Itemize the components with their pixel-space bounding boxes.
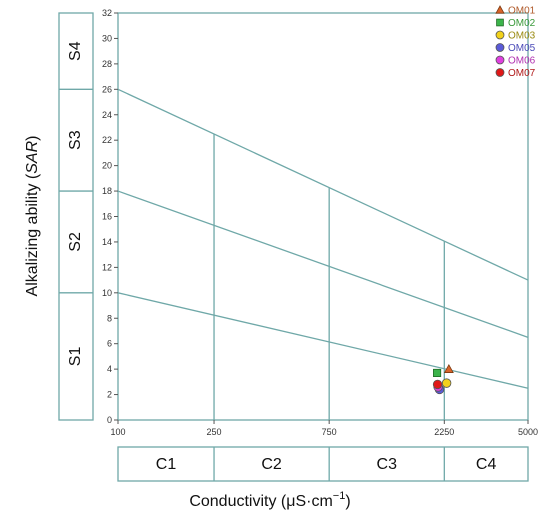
sar-class-line <box>117 190 529 338</box>
sodium-class-label: S2 <box>67 232 84 252</box>
y-tick-label: 10 <box>102 288 112 298</box>
class-lines <box>117 88 529 420</box>
sodium-class-label: S3 <box>67 130 84 150</box>
x-tick-label: 100 <box>110 427 125 437</box>
y-tick-label: 18 <box>102 186 112 196</box>
y-tick-label: 2 <box>107 390 112 400</box>
data-point <box>441 378 452 388</box>
legend-marker <box>496 18 504 27</box>
x-tick-label: 2250 <box>434 427 454 437</box>
salinity-class-label: C2 <box>261 456 282 473</box>
y-tick-label: 8 <box>107 313 112 323</box>
x-axis-ticks: 100 250 750 2250 5000 <box>110 420 538 437</box>
sar-class-line <box>117 88 529 281</box>
legend-label: OM01 <box>508 6 536 17</box>
legend-marker <box>495 43 505 52</box>
frames <box>117 12 529 421</box>
sodium-class-frame <box>58 12 94 421</box>
legend-label: OM05 <box>508 43 536 54</box>
y-tick-label: 30 <box>102 33 112 43</box>
salinity-class-frame <box>117 446 529 482</box>
y-tick-label: 0 <box>107 415 112 425</box>
x-tick-label: 5000 <box>518 427 538 437</box>
y-tick-label: 28 <box>102 59 112 69</box>
y-tick-label: 24 <box>102 110 112 120</box>
y-tick-label: 22 <box>102 135 112 145</box>
y-tick-label: 6 <box>107 339 112 349</box>
legend-marker <box>495 5 505 14</box>
data-point <box>432 379 443 390</box>
y-tick-label: 12 <box>102 262 112 272</box>
plot-frame <box>117 12 529 421</box>
legend-label: OM02 <box>508 18 536 29</box>
y-tick-label: 16 <box>102 212 112 222</box>
sodium-class-label: S1 <box>67 347 84 367</box>
sodium-class-label: S4 <box>67 41 84 61</box>
legend-marker <box>495 68 505 77</box>
legend-marker <box>495 30 505 40</box>
y-tick-label: 14 <box>102 237 112 247</box>
legend-label: OM06 <box>508 56 536 67</box>
sar-class-line <box>117 292 529 389</box>
y-tick-label: 20 <box>102 161 112 171</box>
x-axis-title: Conductivity (μS·cm−1) <box>189 490 350 510</box>
legend-marker <box>495 55 505 65</box>
data-points <box>432 364 454 395</box>
y-tick-label: 4 <box>107 364 112 374</box>
sodium-class-column: S1 S2 S3 S4 <box>58 12 94 421</box>
salinity-class-row: C1 C2 C3 C4 <box>117 446 529 482</box>
y-tick-label: 32 <box>102 8 112 18</box>
salinity-class-label: C3 <box>377 456 398 473</box>
data-point <box>443 364 454 373</box>
x-tick-label: 750 <box>322 427 337 437</box>
x-tick-label: 250 <box>207 427 222 437</box>
salinity-class-label: C1 <box>156 456 177 473</box>
legend-label: OM03 <box>508 31 536 42</box>
legend-label: OM07 <box>508 68 536 79</box>
salinity-class-label: C4 <box>476 456 497 473</box>
data-point <box>433 368 442 377</box>
y-tick-label: 26 <box>102 84 112 94</box>
y-axis-title: Alkalizing ability (SAR) <box>24 136 41 297</box>
